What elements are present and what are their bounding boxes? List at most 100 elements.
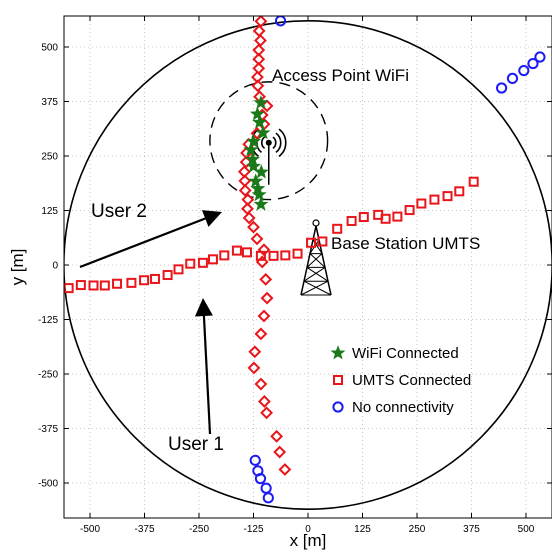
square-point <box>429 194 440 205</box>
square-point <box>392 211 403 222</box>
square-point <box>317 236 328 247</box>
y-tick-label: 375 <box>41 97 58 108</box>
square-point <box>268 250 279 261</box>
legend-item: UMTS Connected <box>333 372 471 389</box>
series-no-connectivity <box>249 454 274 504</box>
y-tick-label: 250 <box>41 152 58 163</box>
star-point <box>253 164 269 179</box>
antenna-wave-right <box>275 132 282 153</box>
square-point <box>219 250 230 261</box>
antenna-wave-right <box>278 128 287 157</box>
square-point <box>162 270 173 281</box>
star-point <box>251 186 267 202</box>
square-point <box>231 245 242 256</box>
square-point <box>280 250 291 261</box>
y-tick-label: 0 <box>52 261 58 272</box>
diamond-point <box>273 445 287 459</box>
annotation-user-1: User 1 <box>168 434 224 455</box>
x-tick-label: -250 <box>189 524 209 535</box>
square-point <box>380 213 391 224</box>
square-point <box>173 264 184 275</box>
y-axis-label: y [m] <box>8 249 27 286</box>
circle-point <box>271 6 280 15</box>
series-no-connectivity <box>495 51 546 94</box>
y-tick-label: -500 <box>38 479 58 490</box>
legend-label: No connectivity <box>352 399 454 416</box>
legend: WiFi Connected UMTS Connected No connectiv… <box>330 345 471 416</box>
legend-label: WiFi Connected <box>352 345 459 362</box>
x-tick-label: 250 <box>409 524 426 535</box>
circle-point <box>262 492 274 504</box>
star-point <box>252 114 268 129</box>
diamond-point <box>259 272 273 286</box>
diamond-point <box>242 211 256 225</box>
user-1-arrow-head <box>194 298 213 317</box>
user-1-arrow-shaft <box>202 315 212 435</box>
x-tick-label: -125 <box>243 524 263 535</box>
legend-square-marker <box>333 375 343 385</box>
user-2-arrow-head <box>201 210 222 227</box>
annotation-user-2: User 2 <box>91 201 147 222</box>
square-point <box>468 176 479 187</box>
square-point <box>112 278 123 289</box>
y-tick-label: 125 <box>41 206 58 217</box>
legend-star-marker <box>330 345 346 360</box>
x-tick-label: -500 <box>80 524 100 535</box>
antenna-wave-left <box>260 136 266 149</box>
y-tick-label: -125 <box>38 315 58 326</box>
y-tick-label: -375 <box>38 424 58 435</box>
diamond-point <box>257 243 271 257</box>
diamond-point <box>270 429 284 443</box>
diamond-point <box>248 345 262 359</box>
legend-circle-marker <box>332 401 344 413</box>
square-point <box>346 215 357 226</box>
star-point <box>243 142 259 157</box>
square-point <box>139 275 150 286</box>
square-point <box>358 212 369 223</box>
star-point <box>253 196 269 211</box>
square-point <box>292 248 303 259</box>
diamond-point <box>254 327 268 341</box>
square-point <box>126 277 137 288</box>
circle-point <box>495 82 508 94</box>
diamond-point <box>247 220 260 234</box>
x-tick-label: 500 <box>518 524 535 535</box>
star-point <box>246 133 261 148</box>
square-point <box>99 280 110 291</box>
diamond-point <box>278 463 292 476</box>
square-point <box>442 191 453 202</box>
square-point <box>241 247 252 258</box>
x-tick-label: -375 <box>134 524 154 535</box>
y-tick-label: 500 <box>41 43 58 54</box>
star-point <box>246 158 261 173</box>
x-tick-label: 0 <box>305 524 311 535</box>
circle-point <box>249 454 261 466</box>
plot-frame <box>63 15 552 519</box>
antenna-head <box>265 139 272 146</box>
circle-point <box>534 51 546 63</box>
square-point <box>149 273 160 284</box>
ticks: -500 -375 -250 -125 0 125 250 375 500 -500 -375 -25… <box>38 16 552 535</box>
star-point <box>248 173 264 188</box>
tower-brace <box>300 280 332 296</box>
square-point <box>207 254 218 265</box>
annotation-access-point: Access Point WiFi <box>272 66 409 85</box>
x-tick-label: 375 <box>463 524 480 535</box>
circle-point <box>254 473 267 485</box>
star-point <box>255 125 271 140</box>
diamond-point <box>250 232 264 246</box>
diamond-point <box>254 377 268 391</box>
legend-label: UMTS Connected <box>352 372 471 389</box>
square-point <box>185 258 196 269</box>
x-tick-label: 125 <box>354 524 371 535</box>
circle-point <box>506 72 519 84</box>
square-point <box>332 223 343 234</box>
diamond-point <box>238 184 252 197</box>
square-point <box>404 205 415 216</box>
circle-point <box>527 57 539 70</box>
square-point <box>454 186 465 197</box>
diamond-point <box>251 79 265 93</box>
square-point <box>416 198 427 209</box>
series-umts-connected <box>64 176 479 294</box>
